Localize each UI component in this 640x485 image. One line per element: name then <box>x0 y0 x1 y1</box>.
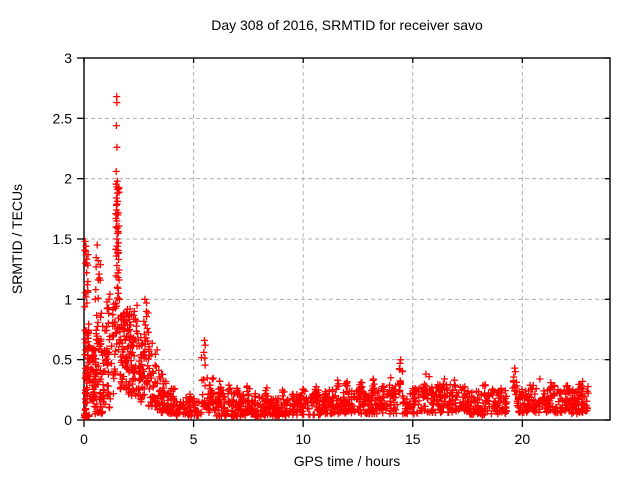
y-axis-label: SRMTID / TECUs <box>9 184 25 294</box>
svg-text:10: 10 <box>295 431 311 447</box>
svg-text:0.5: 0.5 <box>53 352 73 368</box>
x-axis-label: GPS time / hours <box>294 453 401 469</box>
svg-text:2: 2 <box>64 171 72 187</box>
svg-text:2.5: 2.5 <box>53 110 73 126</box>
tick-labels: 0 5 10 15 20 0 0.5 1 1.5 2 2.5 3 <box>53 50 531 447</box>
svg-text:5: 5 <box>190 431 198 447</box>
data-points <box>80 93 592 422</box>
svg-text:1: 1 <box>64 291 72 307</box>
svg-text:0: 0 <box>64 412 72 428</box>
axis-ticks <box>77 57 610 427</box>
svg-text:15: 15 <box>405 431 421 447</box>
svg-text:3: 3 <box>64 50 72 66</box>
svg-text:1.5: 1.5 <box>53 231 73 247</box>
chart-title: Day 308 of 2016, SRMTID for receiver sav… <box>211 17 483 33</box>
svg-text:20: 20 <box>515 431 531 447</box>
plot-border <box>83 57 611 421</box>
svg-text:0: 0 <box>80 431 88 447</box>
gridlines <box>84 58 610 420</box>
